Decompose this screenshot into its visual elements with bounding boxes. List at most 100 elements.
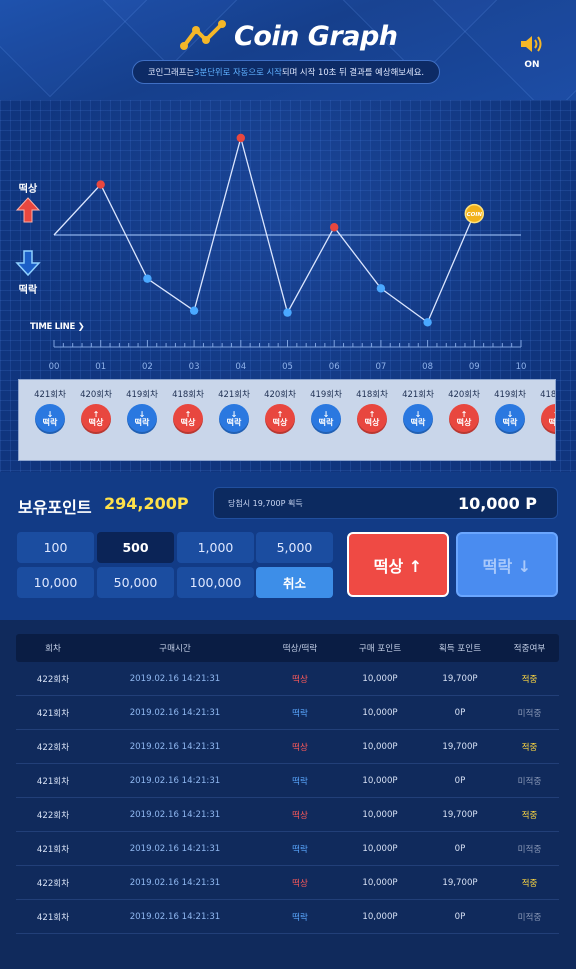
bet-amount: 10,000 P (457, 494, 537, 513)
round-results-strip[interactable]: 421회차 ↓ 떡락 420회차 ↑ 떡상 419회차 ↓ 떡락 418회차 ↑ 떡상 421회차 ↓ 떡락… (18, 379, 556, 461)
col-header: 획득 포인트 (438, 644, 482, 654)
round-result-text: 떡상 (272, 418, 288, 427)
sound-toggle[interactable]: ON (516, 34, 548, 70)
history-table: 회차 구매시간 떡상/떡락 구매 포인트 획득 포인트 적중여부 422회차 20… (16, 634, 559, 934)
pick-cell: 떡상 (292, 878, 308, 889)
round-result-badge: ↑떡상 (541, 404, 556, 434)
round-result-badge: ↓ 떡락 (219, 404, 249, 434)
amount-button[interactable]: 10,000 (17, 567, 94, 598)
arrow-down-icon: ↓ (506, 409, 514, 419)
round-item: 418회차 ↑떡상 (165, 380, 211, 434)
round-item: 418회차 ↑떡상 (533, 380, 556, 434)
chevron-right-icon: ❯ (77, 322, 85, 332)
round-label: 419회차 (310, 390, 342, 400)
table-row: 421회차 2019.02.16 14:21:31 떡락 10,000P 0P 미적중 (16, 696, 559, 730)
coin-badge-label: COIN (467, 212, 483, 218)
round-result-text: 떡상 (456, 418, 472, 427)
round-cell: 421회차 (36, 912, 70, 923)
arrow-down-icon: ↓ (230, 409, 238, 419)
cancel-button[interactable]: 취소 (256, 567, 333, 598)
speaker-icon (521, 36, 542, 52)
amount-button[interactable]: 5,000 (256, 532, 333, 563)
pick-cell: 떡락 (292, 912, 308, 923)
bet-down-button[interactable]: 떡락 ↓ (456, 532, 558, 597)
arrow-down-icon: ↓ (46, 409, 54, 419)
coin-marker-icon (464, 203, 485, 224)
amount-button[interactable]: 1,000 (177, 532, 254, 563)
points-value: 294,200P (104, 494, 189, 513)
bet-up-button[interactable]: 떡상 ↑ (347, 532, 449, 597)
round-result-badge: ↑떡상 (173, 404, 203, 434)
buy-cell: 10,000P (362, 877, 398, 888)
tick-label: 07 (375, 362, 386, 372)
round-label: 420회차 (448, 390, 480, 400)
col-header: 구매 포인트 (358, 644, 402, 654)
result-cell: 미적중 (517, 844, 542, 855)
round-result-text: 떡상 (180, 418, 196, 427)
data-point (96, 180, 105, 189)
amount-button-selected[interactable]: 500 (97, 532, 174, 563)
tick-label: 02 (142, 362, 153, 372)
time-cell: 2019.02.16 14:21:31 (129, 775, 221, 786)
header: Coin Graph 코인그래프는 3분단위로 자동으로 시작 되며 시작 10… (0, 0, 576, 100)
amount-button[interactable]: 100 (17, 532, 94, 563)
bet-panel: 보유포인트 294,200P 당첨시 19,700P 획득 10,000 P 1… (0, 472, 576, 620)
gain-cell: 0P (454, 707, 466, 718)
data-point (143, 274, 152, 283)
round-cell: 421회차 (36, 776, 70, 787)
table-row: 421회차 2019.02.16 14:21:31 떡락 10,000P 0P 미적중 (16, 764, 559, 798)
gain-cell: 0P (454, 843, 466, 854)
data-point (189, 306, 199, 315)
round-label: 419회차 (494, 390, 526, 400)
round-cell: 422회차 (36, 810, 70, 821)
round-label: 418회차 (172, 390, 204, 400)
round-item: 421회차 ↓ 떡락 (27, 380, 73, 434)
round-item: 419회차 ↓ 떡락 (303, 380, 349, 434)
amount-button[interactable]: 50,000 (97, 567, 174, 598)
round-label: 418회차 (540, 390, 556, 400)
gain-cell: 19,700P (442, 741, 478, 752)
timeline-label: TIME LINE ❯ (30, 322, 85, 332)
round-result-badge: ↑떡상 (357, 404, 387, 434)
arrow-up-icon: ↑ (368, 409, 376, 419)
round-cell: 421회차 (36, 844, 70, 855)
pick-cell: 떡상 (292, 742, 308, 753)
pick-cell: 떡락 (292, 708, 308, 719)
round-result-text: 떡락 (42, 418, 58, 427)
down-indicator: 떡락 (14, 248, 42, 296)
table-row: 421회차 2019.02.16 14:21:31 떡락 10,000P 0P 미적중 (16, 832, 559, 866)
round-item: 421회차 ↓ 떡락 (211, 380, 257, 434)
buy-cell: 10,000P (362, 843, 398, 854)
pick-cell: 떡상 (292, 810, 308, 821)
round-label: 421회차 (218, 390, 250, 400)
round-label: 421회차 (402, 390, 434, 400)
arrow-down-icon: ↓ (322, 409, 330, 419)
app-title: Coin Graph (234, 20, 398, 52)
buy-cell: 10,000P (362, 741, 398, 752)
table-row: 422회차 2019.02.16 14:21:31 떡상 10,000P 19,700P… (16, 662, 559, 696)
win-info: 당첨시 19,700P 획득 (228, 499, 303, 508)
time-cell: 2019.02.16 14:21:31 (129, 809, 221, 820)
arrow-down-icon: ↓ (414, 409, 422, 419)
result-cell: 적중 (521, 810, 538, 821)
arrow-up-icon: ↑ (553, 410, 555, 419)
amount-button[interactable]: 100,000 (177, 567, 254, 598)
buy-cell: 10,000P (362, 809, 398, 820)
round-item: 418회차 ↑떡상 (349, 380, 395, 434)
round-result-text: 떡상 (548, 418, 556, 427)
buy-cell: 10,000P (362, 911, 398, 922)
round-item: 420회차 ↑ 떡상 (441, 380, 487, 434)
col-header: 회차 (45, 644, 61, 654)
tick-label: 00 (49, 362, 60, 372)
round-result-text: 떡락 (410, 418, 426, 427)
gain-cell: 19,700P (442, 877, 478, 888)
time-cell: 2019.02.16 14:21:31 (129, 673, 221, 684)
time-cell: 2019.02.16 14:21:31 (129, 741, 221, 752)
round-result-badge: ↑떡상 (265, 404, 295, 434)
round-item: 420회차 ↑ 떡상 (73, 380, 119, 434)
round-result-text: 떡락 (502, 418, 518, 427)
round-result-text: 떡락 (226, 418, 242, 427)
time-cell: 2019.02.16 14:21:31 (129, 911, 221, 922)
notice-highlight: 3분단위로 자동으로 시작 (194, 67, 282, 77)
result-cell: 적중 (521, 742, 538, 753)
